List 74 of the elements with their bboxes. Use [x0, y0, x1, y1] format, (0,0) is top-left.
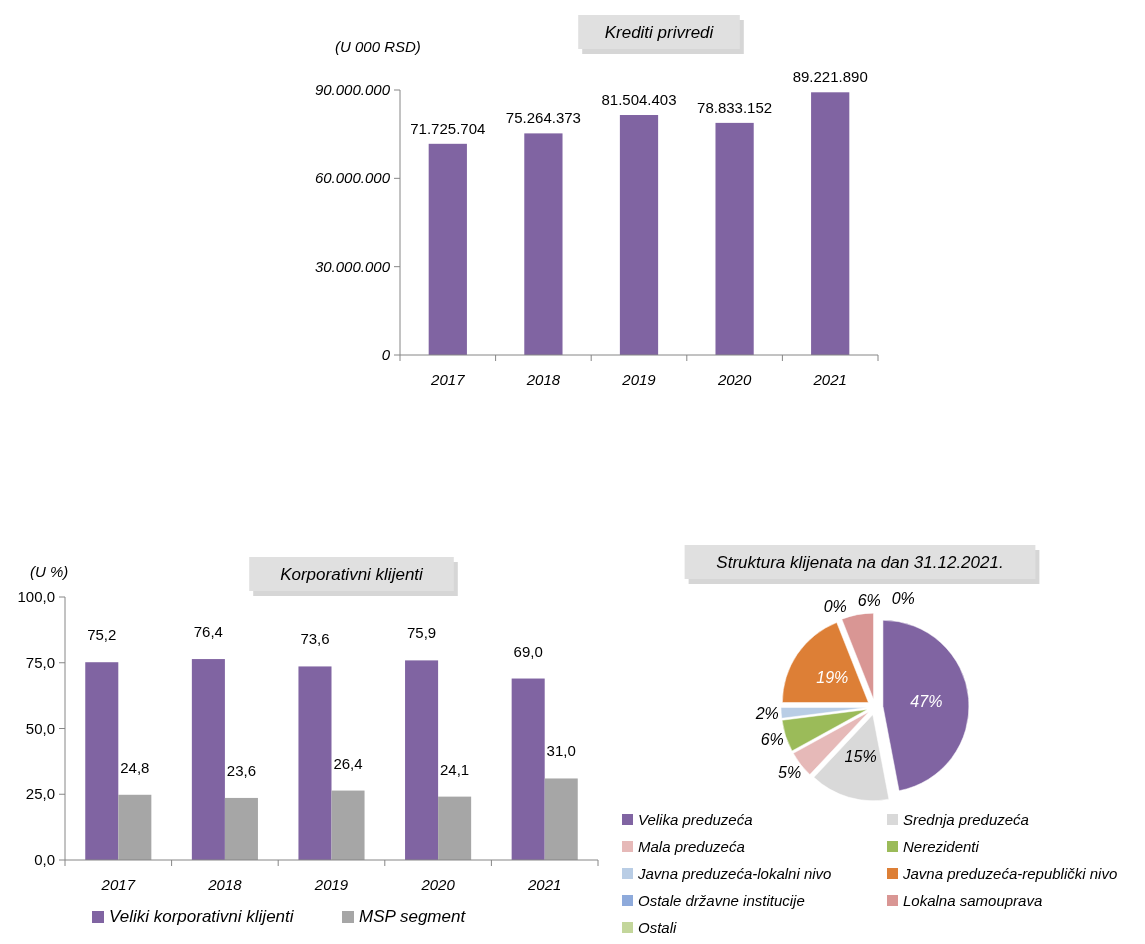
bar — [224, 797, 258, 860]
data-label: 78.833.152 — [697, 98, 773, 116]
bar — [511, 678, 545, 860]
y-axis-title: (U 000 RSD) — [335, 38, 421, 55]
y-tick-label: 100,0 — [17, 588, 55, 605]
data-label: 19% — [816, 669, 849, 686]
legend-label: Javna preduzeća-lokalni nivo — [637, 865, 832, 882]
x-tick-label: 2019 — [621, 371, 657, 388]
x-tick-label: 2020 — [716, 371, 752, 388]
data-label: 81.504.403 — [601, 91, 677, 109]
x-tick-label: 2018 — [207, 876, 243, 893]
bar — [619, 115, 659, 355]
x-tick-label: 2019 — [313, 876, 349, 893]
data-label: 6% — [857, 591, 881, 609]
legend-label: Srednja preduzeća — [903, 811, 1029, 828]
bar — [118, 794, 152, 860]
chart-title: Krediti privredi — [604, 23, 715, 42]
text: 0% — [891, 590, 915, 607]
data-label: 73,6 — [300, 630, 330, 648]
bar — [438, 796, 472, 860]
data-label: 75,9 — [406, 624, 437, 642]
legend-label: Ostali — [638, 919, 678, 936]
chart-title: Korporativni klijenti — [280, 565, 425, 584]
bar — [331, 790, 365, 860]
legend-label: Ostale državne institucije — [638, 892, 805, 909]
data-label: 89.221.890 — [792, 68, 868, 86]
legend-label: Javna preduzeća-republički nivo — [902, 865, 1118, 882]
data-label: 24,1 — [440, 760, 470, 778]
y-tick-label: 75,0 — [25, 653, 55, 671]
legend-label: Nerezidenti — [903, 838, 980, 855]
x-tick-label: 2021 — [812, 371, 847, 388]
x-tick-label: 2020 — [420, 876, 456, 893]
legend-label: Lokalna samouprava — [903, 892, 1043, 909]
bar — [428, 143, 467, 355]
bar — [544, 778, 578, 860]
data-label: 15% — [844, 747, 877, 765]
legend-label: Velika preduzeća — [638, 811, 753, 828]
data-label: 2% — [754, 704, 779, 722]
y-tick-label: 60.000.000 — [314, 169, 391, 187]
data-label: 26,4 — [333, 754, 363, 772]
legend-label: Veliki korporativni klijenti — [109, 907, 295, 926]
data-label: 75,2 — [87, 626, 117, 644]
data-label: 69,0 — [513, 642, 543, 660]
data-label: 71.725.704 — [410, 119, 486, 137]
x-tick-label: 2017 — [430, 371, 466, 388]
chart-title: Struktura klijenata na dan 31.12.2021. — [716, 553, 1004, 572]
bar — [298, 666, 332, 860]
y-tick-label: 25,0 — [25, 785, 55, 803]
data-label: 47% — [910, 693, 943, 711]
legend-label: MSP segment — [359, 907, 467, 926]
y-tick-label: 30.000.000 — [314, 257, 391, 275]
legend-label: Mala preduzeća — [638, 838, 745, 855]
bar — [524, 133, 563, 355]
bar — [405, 660, 439, 860]
data-label: 75.264.373 — [505, 109, 581, 127]
bar — [191, 659, 225, 860]
text: 0% — [823, 597, 847, 615]
y-tick-label: 50,0 — [25, 719, 55, 737]
x-tick-label: 2017 — [100, 876, 136, 893]
bar — [715, 122, 754, 355]
data-label: 5% — [778, 764, 802, 782]
bar — [811, 92, 850, 355]
data-label: 23,6 — [226, 761, 257, 779]
data-label: 31,0 — [546, 742, 576, 760]
data-label: 24,8 — [120, 758, 150, 776]
x-tick-label: 2018 — [525, 371, 561, 388]
x-tick-label: 2021 — [527, 876, 562, 893]
y-tick-label: 90.000.000 — [314, 81, 391, 98]
y-tick-label: 0,0 — [34, 851, 55, 868]
data-label: 6% — [760, 731, 784, 749]
y-tick-label: 0 — [381, 346, 391, 363]
bar — [85, 662, 119, 860]
y-axis-title: (U %) — [30, 563, 69, 580]
data-label: 76,4 — [193, 623, 223, 641]
